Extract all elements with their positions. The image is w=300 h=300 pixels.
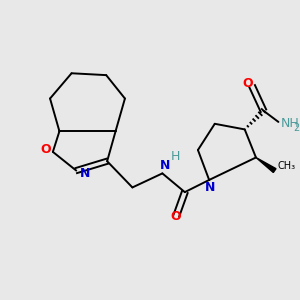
Text: O: O: [40, 142, 51, 156]
Text: NH: NH: [280, 117, 299, 130]
Polygon shape: [256, 158, 276, 172]
Text: N: N: [205, 181, 215, 194]
Text: 2: 2: [293, 124, 300, 134]
Text: CH₃: CH₃: [278, 161, 296, 171]
Text: O: O: [170, 210, 181, 223]
Text: O: O: [242, 77, 253, 90]
Text: H: H: [171, 150, 180, 163]
Text: N: N: [160, 159, 170, 172]
Text: N: N: [80, 167, 90, 180]
